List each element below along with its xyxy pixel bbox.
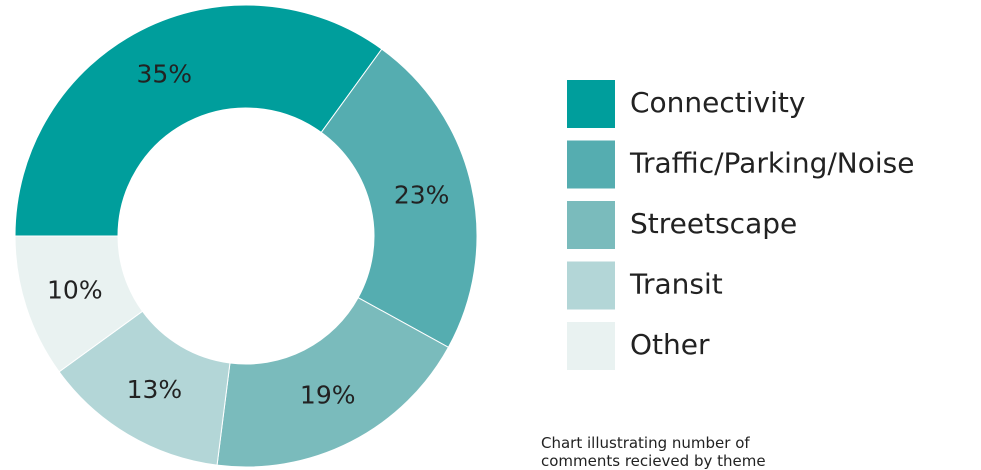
donut-slice bbox=[14, 4, 383, 237]
legend-label: Traffic/Parking/Noise bbox=[629, 147, 914, 180]
donut-slice bbox=[320, 48, 478, 348]
legend-swatch bbox=[567, 322, 615, 370]
legend-swatch bbox=[567, 201, 615, 249]
legend-swatch bbox=[567, 140, 615, 189]
legend-label: Transit bbox=[629, 268, 723, 301]
legend-swatch bbox=[567, 261, 615, 310]
legend-label: Streetscape bbox=[630, 207, 797, 240]
value-label: 23% bbox=[394, 181, 450, 210]
value-label: 19% bbox=[300, 380, 356, 409]
legend-label: Connectivity bbox=[630, 86, 805, 119]
legend-label: Other bbox=[630, 328, 710, 361]
value-label: 35% bbox=[136, 60, 192, 89]
caption: Chart illustrating number of comments re… bbox=[541, 434, 766, 470]
value-label: 13% bbox=[127, 375, 183, 404]
legend-swatch bbox=[567, 80, 615, 128]
value-label: 10% bbox=[47, 276, 103, 305]
donut-slice bbox=[216, 296, 450, 468]
donut-slice bbox=[14, 235, 144, 373]
